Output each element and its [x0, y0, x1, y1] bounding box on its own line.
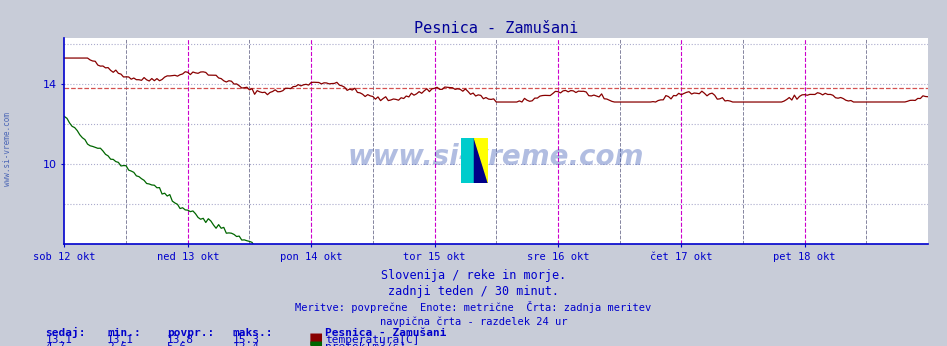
Text: sedaj:: sedaj: [45, 327, 86, 338]
Text: zadnji teden / 30 minut.: zadnji teden / 30 minut. [388, 285, 559, 298]
Text: 13.8: 13.8 [167, 335, 194, 345]
Text: Meritve: povprečne  Enote: metrične  Črta: zadnja meritev: Meritve: povprečne Enote: metrične Črta:… [295, 301, 652, 313]
Text: ■: ■ [309, 331, 323, 346]
Text: temperatura[C]: temperatura[C] [325, 335, 420, 345]
Polygon shape [474, 138, 488, 183]
Polygon shape [461, 138, 474, 183]
Text: 2.6: 2.6 [107, 342, 127, 346]
Text: povpr.:: povpr.: [167, 328, 214, 338]
Text: 12.4: 12.4 [233, 342, 260, 346]
Title: Pesnica - Zamušani: Pesnica - Zamušani [414, 20, 579, 36]
Text: pretok[m3/s]: pretok[m3/s] [325, 342, 406, 346]
Text: 15.3: 15.3 [233, 335, 260, 345]
Text: Pesnica - Zamušani: Pesnica - Zamušani [325, 328, 446, 338]
Text: navpična črta - razdelek 24 ur: navpična črta - razdelek 24 ur [380, 317, 567, 327]
Text: 5.6: 5.6 [167, 342, 187, 346]
Text: min.:: min.: [107, 328, 141, 338]
Text: 13.1: 13.1 [45, 335, 73, 345]
Text: www.si-vreme.com: www.si-vreme.com [348, 144, 645, 172]
Text: 13.1: 13.1 [107, 335, 134, 345]
Text: 4.7: 4.7 [45, 342, 65, 346]
Text: www.si-vreme.com: www.si-vreme.com [3, 112, 12, 186]
Text: Slovenija / reke in morje.: Slovenija / reke in morje. [381, 268, 566, 282]
Text: ■: ■ [309, 339, 323, 346]
Polygon shape [474, 138, 488, 183]
Text: maks.:: maks.: [233, 328, 274, 338]
